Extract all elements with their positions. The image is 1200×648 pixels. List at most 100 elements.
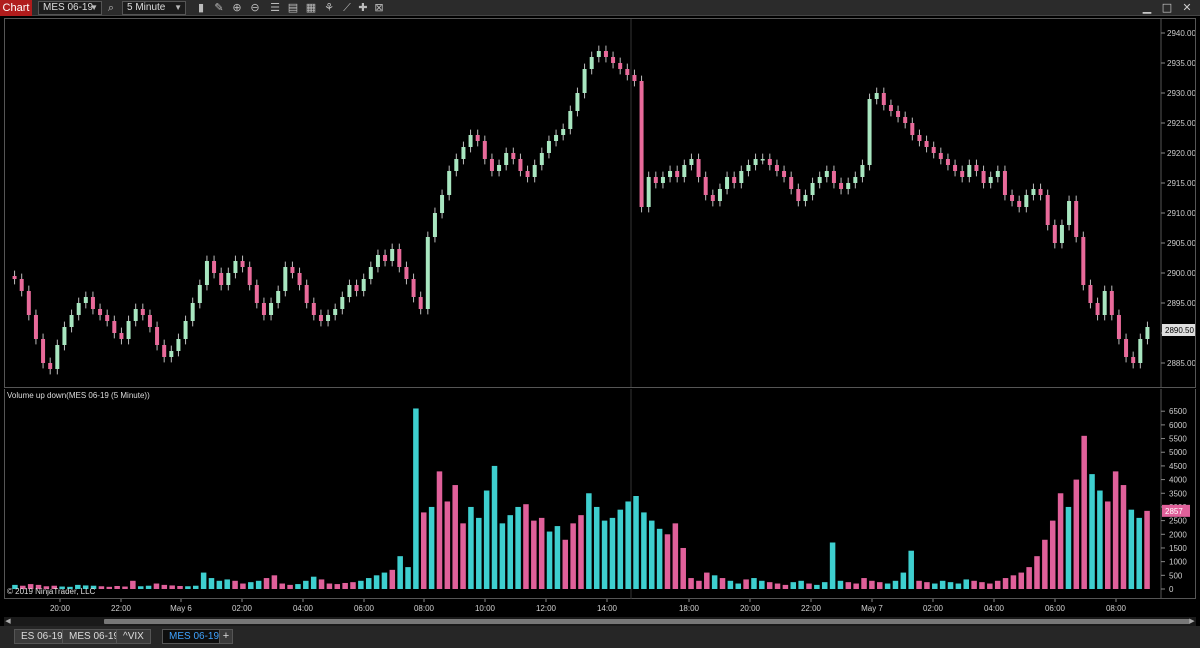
volume-bar (318, 579, 325, 589)
minimize-icon[interactable]: ▁ (1142, 1, 1152, 14)
candle (931, 141, 936, 159)
volume-bar (255, 580, 262, 589)
search-icon[interactable]: ⌕ (107, 1, 115, 14)
zoom-in-icon[interactable]: ⊕ (232, 1, 242, 14)
candle (468, 129, 473, 153)
volume-bar (350, 582, 356, 589)
candle (953, 159, 958, 177)
candle (603, 45, 608, 63)
volume-bar (200, 572, 207, 589)
volume-bar (821, 582, 828, 589)
bar-chart-icon[interactable]: ▮ (197, 1, 205, 14)
time-tick-label: 22:00 (111, 604, 132, 613)
candle (204, 255, 209, 291)
volume-tick-label: 1500 (1169, 544, 1187, 553)
data-box-icon[interactable]: ▦ (305, 1, 317, 14)
add-tab-button[interactable]: + (219, 629, 233, 644)
candle (454, 153, 459, 177)
remove-icon[interactable]: ⊠ (374, 1, 384, 14)
candle (831, 165, 836, 189)
candle (767, 153, 772, 171)
candle (461, 141, 466, 165)
time-tick-label: May 7 (861, 604, 883, 613)
candle (782, 165, 787, 183)
volume-bar (829, 542, 836, 589)
properties-icon[interactable]: ☰ (270, 1, 280, 14)
volume-bar (1034, 556, 1040, 589)
candle (988, 171, 993, 189)
candle (112, 315, 117, 339)
candle (660, 171, 665, 189)
line-tool-icon[interactable]: ⚘ (324, 1, 334, 14)
scroll-right-icon[interactable]: ▶ (1189, 618, 1195, 625)
candle (753, 153, 758, 171)
candle (1045, 189, 1050, 231)
scroll-left-icon[interactable]: ◀ (5, 618, 11, 625)
time-tick-label: 18:00 (679, 604, 700, 613)
volume-bar (570, 523, 576, 589)
tab-mes-06-19-active[interactable]: MES 06-19 (162, 629, 227, 644)
volume-bar (287, 584, 293, 589)
volume-bar (1136, 517, 1142, 589)
volume-bar (955, 583, 962, 589)
interval-selector[interactable]: 5 Minute ▼ (122, 1, 186, 15)
volume-bar (1128, 509, 1135, 589)
price-chart[interactable]: 2940.00 2935.00 2930.00 2925.00 2920.00 2915.… (5, 19, 1195, 387)
candle (340, 291, 345, 315)
tab-vix[interactable]: ^VIX (116, 629, 151, 644)
candle (126, 315, 131, 345)
candle (1067, 195, 1072, 231)
strategy-icon[interactable]: ▤ (287, 1, 299, 14)
pencil-icon[interactable]: ✎ (214, 1, 224, 14)
candle (197, 279, 202, 309)
volume-chart[interactable]: 6500600055005000450040003500300025002000… (5, 389, 1195, 599)
maximize-icon[interactable]: □ (1161, 1, 1173, 14)
candle (725, 171, 730, 195)
tab-mes-06-19[interactable]: MES 06-19 (62, 629, 127, 644)
volume-bar (444, 501, 451, 589)
candle (874, 87, 879, 105)
candle (41, 333, 46, 369)
volume-bar (971, 580, 977, 589)
candle (625, 63, 630, 81)
candle (297, 267, 302, 291)
last-volume-label: 2857 (1165, 507, 1183, 516)
volume-bar (98, 586, 105, 589)
candle (717, 183, 722, 207)
time-tick-label: 06:00 (1045, 604, 1066, 613)
crosshair-icon[interactable]: ✚ (358, 1, 368, 14)
time-tick-label: 08:00 (414, 604, 435, 613)
volume-bar (1097, 490, 1103, 589)
volume-tick-label: 1000 (1169, 558, 1187, 567)
time-tick-label: 14:00 (597, 604, 618, 613)
candle (846, 177, 851, 195)
candle (810, 177, 815, 201)
candle (618, 57, 623, 75)
volume-bar (625, 501, 631, 589)
candle (497, 159, 502, 177)
price-panel[interactable]: 2940.00 2935.00 2930.00 2925.00 2920.00 2915.… (4, 18, 1196, 388)
volume-bar (688, 578, 694, 589)
pointer-icon[interactable]: ⟋ (343, 1, 351, 14)
volume-panel[interactable]: 6500600055005000450040003500300025002000… (4, 389, 1196, 599)
candle (867, 93, 872, 171)
instrument-selector[interactable]: MES 06-19 ▼ (38, 1, 102, 15)
volume-bar (649, 520, 655, 589)
candle (668, 165, 673, 183)
candle (183, 315, 188, 345)
zoom-out-icon[interactable]: ⊖ (250, 1, 260, 14)
volume-bar (35, 584, 42, 589)
close-icon[interactable]: ✕ (1182, 1, 1192, 14)
volume-bar (51, 585, 57, 589)
volume-bar (908, 550, 914, 589)
candle (1116, 309, 1121, 345)
scrollbar-thumb[interactable] (104, 619, 1190, 624)
volume-bar (334, 584, 341, 589)
horizontal-scrollbar[interactable]: ◀ ▶ (4, 617, 1196, 626)
volume-bar (43, 586, 50, 589)
candle (646, 171, 651, 213)
candle (169, 345, 174, 363)
volume-bar (381, 572, 388, 589)
time-axis[interactable]: 20:00 22:00 May 6 02:00 04:00 06:00 08:00 10:00… (4, 599, 1196, 617)
candle (888, 99, 893, 117)
